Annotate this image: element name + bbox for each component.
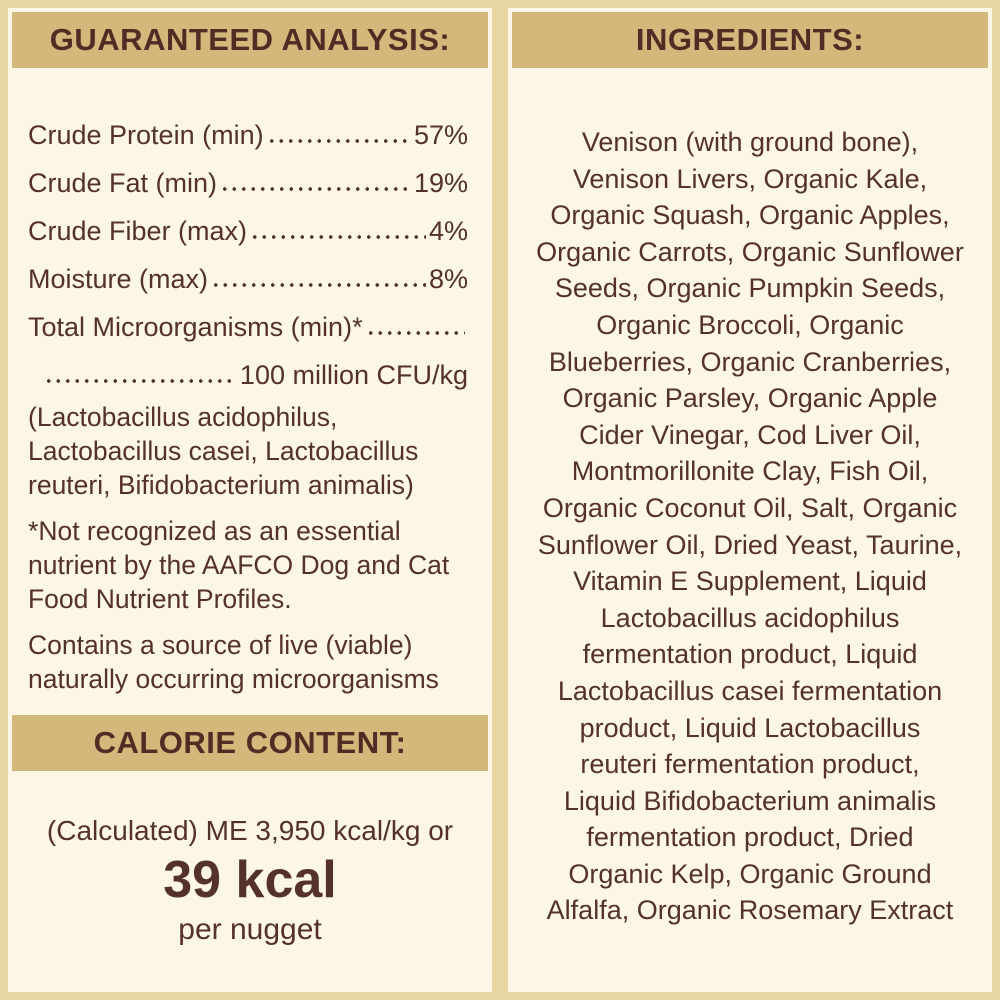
live-microorganisms-note: Contains a source of live (viable) natur… (28, 628, 474, 696)
calorie-kcal-value: 39 kcal (163, 851, 337, 909)
ingredients-panel: INGREDIENTS: Venison (with ground bone),… (508, 8, 992, 992)
analysis-row-label: Crude Protein (min) (28, 120, 264, 150)
dot-leader (266, 134, 411, 150)
dot-leader (365, 326, 465, 342)
ingredients-line: Montmorillonite Clay, Fish Oil, (571, 456, 929, 487)
analysis-row-label: Crude Fat (min) (28, 168, 218, 198)
ingredients-line: Cider Vinegar, Cod Liver Oil, (579, 419, 921, 450)
ingredients-line: Organic Parsley, Organic Apple (562, 383, 938, 414)
calorie-per-nugget-label: per nugget (178, 913, 322, 946)
dot-leader (211, 278, 426, 294)
ingredients-line: Lactobacillus acidophilus (600, 602, 900, 633)
ingredients-line: product, Liquid Lactobacillus (579, 712, 921, 743)
analysis-rows: Crude Protein (min) 57% Crude Fat (min) … (28, 102, 468, 390)
ingredients-line: Vitamin E Supplement, Liquid (573, 566, 927, 597)
ingredients-header-band: INGREDIENTS: (512, 12, 988, 68)
ingredients-title: INGREDIENTS: (635, 22, 865, 57)
live-note-line: Contains a source of live (viable) (28, 630, 413, 660)
aafco-footnote: *Not recognized as an essential nutrient… (28, 514, 474, 616)
ingredients-list: Venison (with ground bone), Venison Live… (508, 124, 992, 929)
analysis-row-value: 4% (428, 216, 468, 246)
analysis-row-value: 8% (428, 264, 468, 294)
ingredients-line: Lactobacillus casei fermentation (557, 675, 943, 706)
analysis-row-label: Crude Fiber (max) (28, 216, 248, 246)
guaranteed-analysis-panel: GUARANTEED ANALYSIS: Crude Protein (min)… (8, 8, 492, 992)
ingredients-line: Blueberries, Organic Cranberries, (548, 346, 952, 377)
calorie-content-section: CALORIE CONTENT: (Calculated) ME 3,950 k… (8, 711, 492, 947)
species-note-line: Lactobacillus casei, Lactobacillus (28, 436, 419, 466)
ingredients-line: Venison Livers, Organic Kale, (572, 163, 928, 194)
species-note-line: reuteri, Bifidobacterium animalis) (28, 470, 414, 500)
analysis-row-fat: Crude Fat (min) 19% (28, 150, 468, 198)
ingredients-line: Organic Squash, Organic Apples, (550, 200, 950, 231)
aafco-footnote-line: Food Nutrient Profiles. (28, 584, 292, 614)
calorie-content-header-band: CALORIE CONTENT: (12, 715, 488, 771)
aafco-footnote-line: nutrient by the AAFCO Dog and Cat (28, 550, 450, 580)
ingredients-line: fermentation product, Liquid (582, 639, 918, 670)
calorie-content-title: CALORIE CONTENT: (93, 725, 407, 760)
guaranteed-analysis-header-band: GUARANTEED ANALYSIS: (12, 12, 488, 68)
dot-leader (250, 230, 426, 246)
analysis-row-moisture: Moisture (max) 8% (28, 246, 468, 294)
calorie-calculated-line: (Calculated) ME 3,950 kcal/kg or (46, 815, 454, 846)
analysis-row-microorganisms-value: 100 million CFU/kg (28, 342, 468, 390)
ingredients-line: Sunflower Oil, Dried Yeast, Taurine, (537, 529, 963, 560)
analysis-row-fiber: Crude Fiber (max) 4% (28, 198, 468, 246)
analysis-row-value: 100 million CFU/kg (239, 360, 468, 390)
dot-leader (44, 374, 237, 390)
aafco-footnote-line: *Not recognized as an essential (28, 516, 401, 546)
ingredients-line: Organic Carrots, Organic Sunflower (536, 236, 964, 267)
species-note-line: (Lactobacillus acidophilus, (28, 402, 338, 432)
ingredients-line: Venison (with ground bone), (581, 127, 919, 157)
ingredients-line: fermentation product, Dried (586, 822, 914, 853)
species-note: (Lactobacillus acidophilus, Lactobacillu… (28, 400, 474, 502)
analysis-row-protein: Crude Protein (min) 57% (28, 102, 468, 150)
live-note-line: naturally occurring microorganisms (28, 664, 439, 694)
dot-leader (220, 182, 411, 198)
ingredients-line: Organic Kelp, Organic Ground (568, 858, 932, 889)
ingredients-line: Organic Broccoli, Organic (596, 309, 904, 340)
ingredients-line: Liquid Bifidobacterium animalis (563, 785, 937, 816)
analysis-row-value: 57% (413, 120, 468, 150)
ingredients-line: Alfalfa, Organic Rosemary Extract (546, 895, 954, 926)
ingredients-line: Organic Coconut Oil, Salt, Organic (542, 492, 958, 523)
analysis-row-value: 19% (413, 168, 468, 198)
analysis-row-label: Moisture (max) (28, 264, 209, 294)
ingredients-line: Seeds, Organic Pumpkin Seeds, (554, 273, 946, 304)
analysis-row-label: Total Microorganisms (min)* (28, 312, 363, 342)
guaranteed-analysis-title: GUARANTEED ANALYSIS: (49, 22, 451, 57)
ingredients-line: reuteri fermentation product, (580, 749, 920, 780)
analysis-row-microorganisms-label: Total Microorganisms (min)* (28, 294, 468, 342)
